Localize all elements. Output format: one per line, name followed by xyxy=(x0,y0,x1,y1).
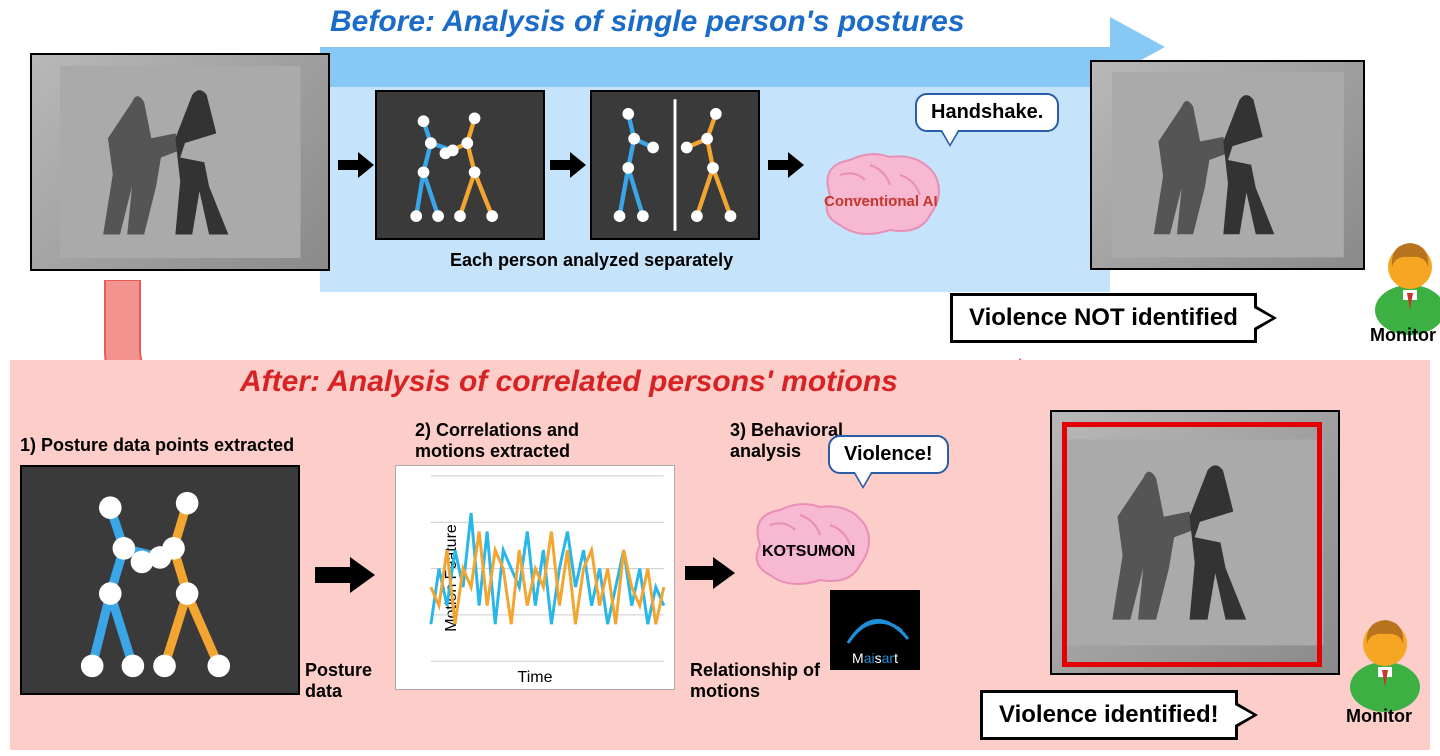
arrow-icon xyxy=(685,555,735,591)
output-photo-after xyxy=(1050,410,1340,675)
monitor-label: Monitor xyxy=(1370,325,1436,346)
maisart-logo: Maisart xyxy=(830,590,920,670)
motion-feature-chart: Motion Feature Time xyxy=(395,465,675,690)
posture-data-label: Posture data xyxy=(305,660,387,702)
arrow-icon xyxy=(550,150,586,180)
before-flow-arrow-band xyxy=(320,47,1110,87)
arrow-icon xyxy=(338,150,374,180)
conventional-ai-brain-icon: Conventional AI xyxy=(810,145,950,245)
speech-bubble-violence: Violence! xyxy=(828,435,949,474)
maisart-text: Maisart xyxy=(852,650,898,666)
output-photo-before xyxy=(1090,60,1365,270)
relationship-label: Relationship of motions xyxy=(690,660,820,702)
after-title: After: Analysis of correlated persons' m… xyxy=(240,365,898,399)
result-after: Violence identified! xyxy=(980,690,1238,740)
step1-label: 1) Posture data points extracted xyxy=(20,435,294,456)
speech-bubble-handshake: Handshake. xyxy=(915,93,1059,132)
arrow-icon xyxy=(768,150,804,180)
caption-separate: Each person analyzed separately xyxy=(450,250,733,271)
brain-label: Conventional AI xyxy=(824,193,938,210)
monitor-person-icon xyxy=(1370,235,1440,335)
monitor-person-icon xyxy=(1345,612,1425,712)
skeleton-split-panel xyxy=(590,90,760,240)
step2-label: 2) Correlations and motions extracted xyxy=(415,420,635,462)
input-photo xyxy=(30,53,330,271)
brain-after-label: KOTSUMON xyxy=(762,543,855,561)
people-silhouette-icon xyxy=(47,66,313,259)
monitor-label-after: Monitor xyxy=(1346,706,1412,727)
arrow-icon xyxy=(315,555,375,595)
before-title: Before: Analysis of single person's post… xyxy=(330,5,965,39)
after-section: After: Analysis of correlated persons' m… xyxy=(10,360,1430,750)
kotsumon-brain-icon: KOTSUMON xyxy=(740,495,880,595)
skeleton-after-panel xyxy=(20,465,300,695)
skeleton-combined-panel xyxy=(375,90,545,240)
